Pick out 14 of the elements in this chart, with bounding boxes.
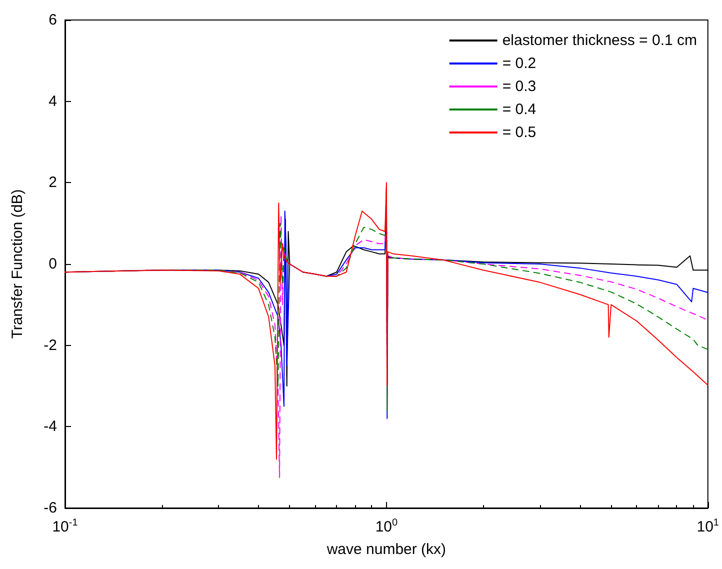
y-tick-label: -4 <box>44 418 57 436</box>
legend-label: = 0.4 <box>502 101 536 118</box>
y-axis-title: Transfer Function (dB) <box>9 189 26 339</box>
x-axis-title: wave number (kx) <box>326 541 446 558</box>
y-tick-label: -6 <box>44 500 57 516</box>
y-tick-label: 0 <box>48 256 57 272</box>
y-tick-label: 6 <box>48 12 57 28</box>
y-tick-label: 4 <box>48 92 57 110</box>
legend-label: = 0.2 <box>502 55 536 72</box>
legend-label: elastomer thickness = 0.1 cm <box>502 32 698 49</box>
legend-label: = 0.3 <box>502 78 536 95</box>
y-tick-label: -2 <box>44 336 57 354</box>
legend-label: = 0.5 <box>502 124 536 141</box>
y-tick-label: 2 <box>48 174 57 192</box>
